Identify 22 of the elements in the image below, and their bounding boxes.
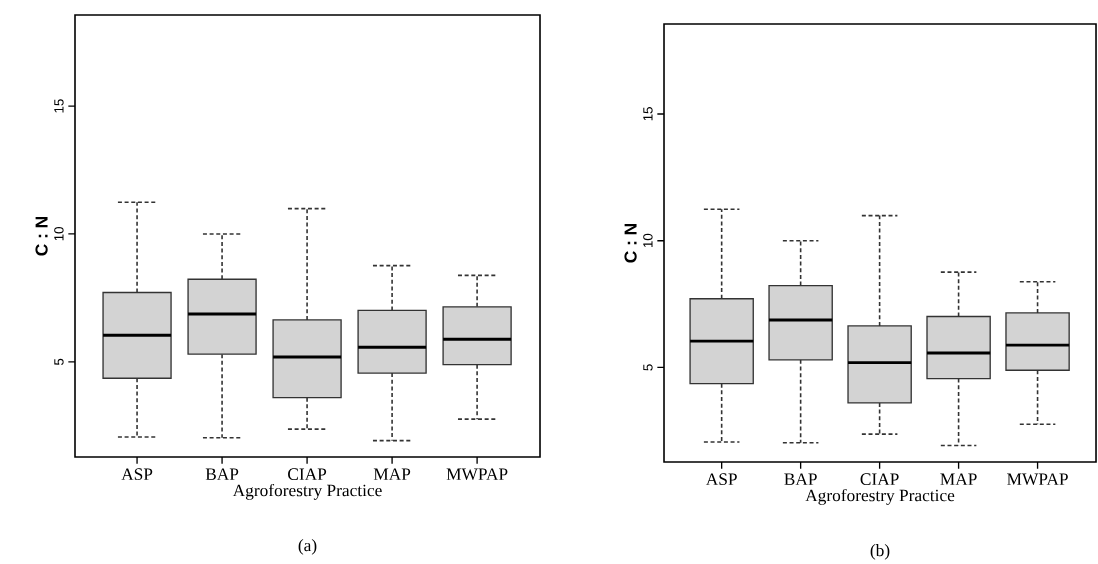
x-tick-label: CIAP: [288, 468, 327, 480]
y-tick-label: 10: [643, 233, 653, 248]
x-tick-label: BAP: [205, 468, 239, 480]
y-tick-label: 10: [54, 226, 64, 241]
y-tick-label: 5: [54, 358, 64, 365]
text: (b): [870, 543, 890, 560]
x-axis-title: Agroforestry Practice: [805, 488, 955, 505]
x-tick-label: ASP: [705, 473, 737, 485]
y-tick-label: 15: [54, 99, 64, 113]
x-tick-label: MWPAP: [446, 468, 508, 480]
x-tick-label: MWPAP: [1007, 473, 1068, 485]
x-tick-label: BAP: [784, 473, 817, 485]
y-tick-label: 5: [643, 364, 653, 371]
x-tick-label: CIAP: [860, 473, 899, 485]
x-tick-label: MAP: [373, 468, 411, 480]
x-axis-title: Agroforestry Practice: [232, 483, 382, 500]
y-axis-title: C : N: [35, 216, 48, 256]
x-tick-label: ASP: [121, 468, 153, 480]
y-axis-title: C : N: [624, 223, 637, 263]
x-tick-label: MAP: [940, 473, 977, 485]
text: (a): [298, 538, 317, 555]
y-tick-label: 15: [643, 107, 653, 121]
